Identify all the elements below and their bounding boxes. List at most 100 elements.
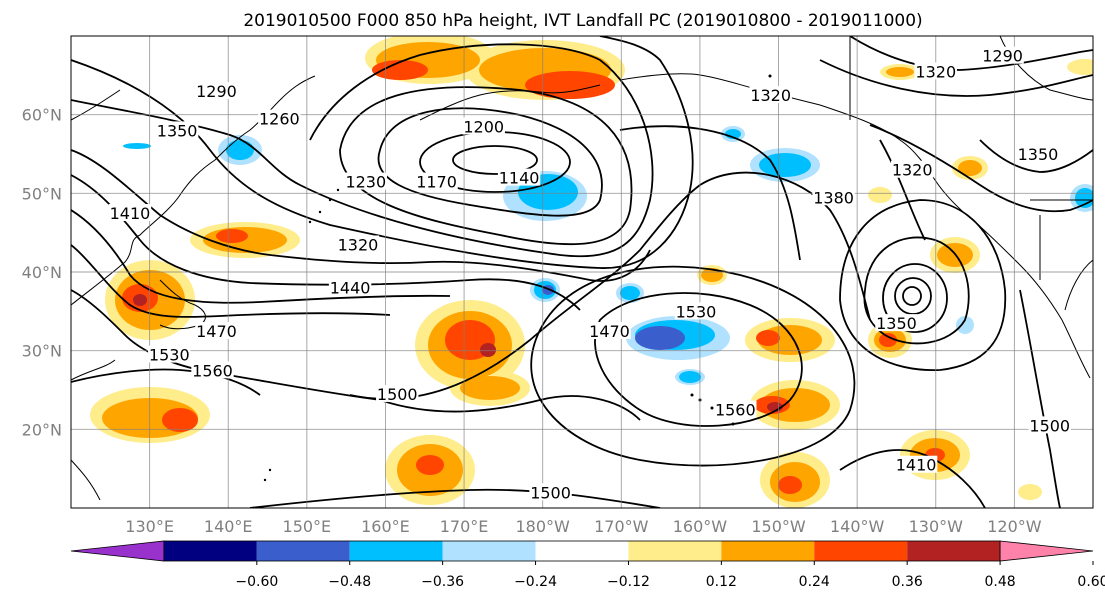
colorbar-frame (163, 540, 1001, 562)
colorbar-swatch (349, 541, 443, 561)
contour-1560-high (594, 292, 803, 427)
contour-1500-south (249, 488, 661, 508)
contour-label-bg (148, 345, 191, 363)
contour-label: 1470 (589, 322, 630, 341)
contour-label: 1440 (330, 279, 371, 298)
contour-1290 (71, 36, 694, 269)
contour-label-bg (529, 483, 572, 501)
colorbar-tick-label: 0.36 (892, 574, 923, 590)
colorbar-swatch (535, 541, 629, 561)
contour-label-bg (1016, 145, 1060, 162)
colorbar-tick-label: 0.48 (985, 574, 1016, 590)
contour-label: 1410 (896, 456, 937, 475)
contour-label-bg (155, 121, 199, 139)
contour-label: 1170 (416, 173, 457, 192)
lon-tick-label: 160°E (361, 517, 410, 536)
contour-label-bg (890, 160, 934, 178)
contour-label-bg (328, 278, 372, 296)
contour-label: 1290 (982, 47, 1023, 66)
contour-label-bg (981, 46, 1024, 64)
contour-label-bg (812, 188, 855, 206)
contour-label: 1350 (876, 314, 917, 333)
ivt-shading-very-strong-positive (133, 294, 783, 412)
contour-label-bg (344, 172, 388, 190)
contour-1470-mid (349, 171, 871, 400)
contour-1320-bc (879, 139, 926, 241)
contour-label-bg (195, 322, 238, 339)
contour-label: 1560 (715, 401, 756, 420)
colorbar-swatch (256, 541, 350, 561)
contour-1320-inland (979, 139, 1093, 173)
colorbar-tick-label: 0.24 (799, 574, 830, 590)
contour-label-bg (108, 204, 152, 221)
contour-label: 1230 (345, 173, 386, 192)
contour-label: 1500 (377, 385, 418, 404)
colorbar: −0.60 −0.48 −0.36 −0.24 −0.12 0.12 0.24 0.36 0.4… (70, 540, 1105, 590)
contour-1290-ne (849, 36, 1093, 71)
contour-1140 (452, 145, 538, 175)
contour-label-bg (714, 400, 757, 418)
longitude-tick-labels: 130°E 140°E 150°E 160°E 170°E 180°W 170°W 160°W… (125, 517, 1041, 536)
grid-lines (71, 36, 1093, 508)
lat-tick-label: 50°N (22, 184, 62, 203)
contour-label: 1140 (499, 169, 540, 188)
contour-label-bg (875, 314, 918, 332)
contour-1230 (339, 86, 633, 246)
colorbar-tick-label: −0.60 (235, 574, 278, 590)
contour-1260 (71, 43, 654, 258)
contour-low-3 (882, 263, 948, 333)
contour-label: 1410 (110, 204, 151, 223)
colorbar-swatch (814, 541, 908, 561)
contour-1350-ne (869, 124, 1093, 213)
contour-label-bg (588, 322, 631, 339)
contour-low-inner (902, 286, 922, 306)
lat-tick-label: 20°N (22, 420, 62, 439)
colorbar-swatch (70, 540, 165, 562)
contour-1200 (377, 107, 603, 217)
contour-label-bg (894, 455, 938, 473)
map-frame (70, 35, 1094, 509)
contour-label: 1500 (530, 483, 571, 502)
lon-tick-label: 170°W (594, 517, 649, 536)
contour-label: 1320 (750, 86, 791, 105)
contour-1380 (619, 125, 801, 261)
contour-label-bg (462, 117, 505, 135)
colorbar-swatch (907, 541, 1001, 561)
contour-label-bg (336, 235, 380, 253)
contour-1410 (71, 174, 581, 311)
contour-label: 1530 (149, 346, 190, 365)
contour-1500-mid (379, 395, 641, 421)
contour-label: 1350 (1018, 145, 1059, 164)
contour-1530-west (71, 289, 381, 401)
colorbar-tick-label: −0.12 (607, 574, 650, 590)
contour-label: 1320 (892, 161, 933, 180)
lat-tick-label: 30°N (22, 342, 62, 361)
contour-label: 1320 (915, 62, 956, 81)
contour-1410-low (839, 199, 1007, 371)
contour-label: 1380 (813, 188, 854, 207)
contour-1350 (71, 149, 651, 282)
contour-label-bg (749, 86, 792, 103)
colorbar-tick-label: −0.24 (514, 574, 557, 590)
contour-label: 1200 (463, 117, 504, 136)
latitude-tick-labels: 20°N 30°N 40°N 50°N 60°N (22, 106, 62, 440)
lon-tick-label: 140°E (204, 517, 253, 536)
contour-label: 1260 (259, 110, 300, 129)
colorbar-swatch (721, 541, 815, 561)
figure-title: 2019010500 F000 850 hPa height, IVT Land… (243, 11, 922, 31)
contour-label-bg (195, 82, 238, 100)
contour-label-bg (674, 302, 718, 320)
contour-1560-west (71, 368, 261, 396)
contour-label-bg (497, 168, 541, 186)
contour-label-bg (1028, 416, 1071, 434)
map-content: 1290 1260 1350 1230 1200 1170 1140 1410 1320 1440… (71, 36, 1093, 508)
contour-label-bg (376, 384, 419, 402)
map-panel: 1290 1260 1350 1230 1200 1170 1140 1410 1320 1440… (70, 35, 1094, 509)
lon-tick-label: 130°W (909, 517, 964, 536)
colorbar-swatch (163, 541, 257, 561)
lon-tick-label: 150°W (751, 517, 806, 536)
lat-tick-label: 40°N (22, 263, 62, 282)
contour-labels: 1290 1260 1350 1230 1200 1170 1140 1410 1320 1440… (108, 46, 1071, 502)
contour-1470-west (71, 244, 391, 318)
contour-label: 1500 (1029, 416, 1070, 435)
